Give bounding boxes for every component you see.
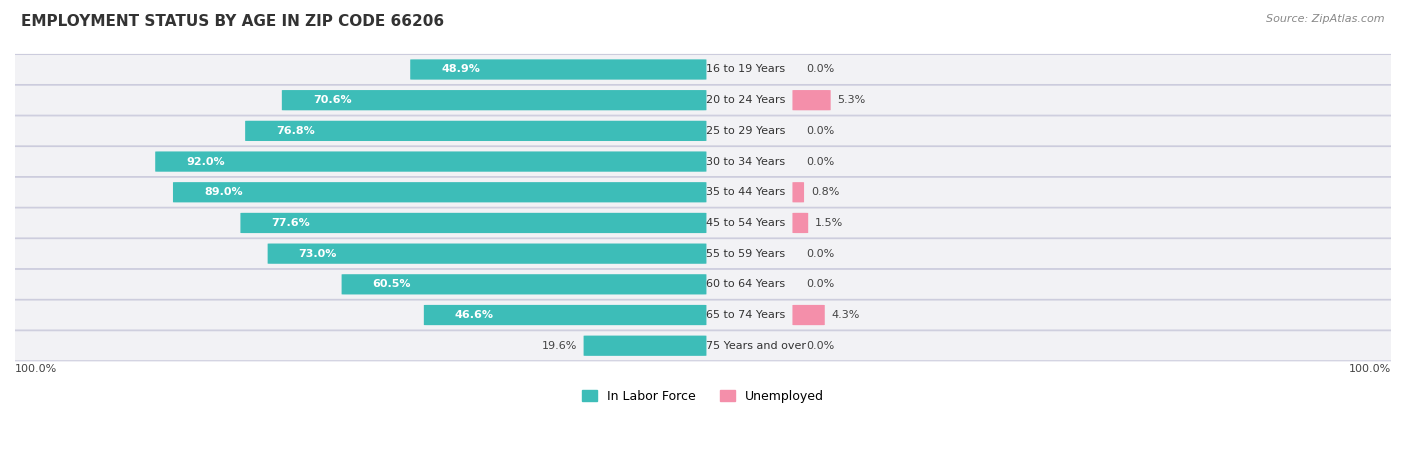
FancyBboxPatch shape bbox=[281, 90, 706, 110]
Text: 20 to 24 Years: 20 to 24 Years bbox=[706, 95, 786, 105]
Text: 30 to 34 Years: 30 to 34 Years bbox=[706, 156, 786, 166]
Text: 55 to 59 Years: 55 to 59 Years bbox=[706, 249, 786, 258]
FancyBboxPatch shape bbox=[1, 85, 1405, 115]
FancyBboxPatch shape bbox=[423, 305, 706, 325]
FancyBboxPatch shape bbox=[173, 182, 706, 202]
Text: 0.8%: 0.8% bbox=[811, 187, 839, 197]
Text: 4.3%: 4.3% bbox=[831, 310, 860, 320]
FancyBboxPatch shape bbox=[1, 147, 1405, 177]
Text: 76.8%: 76.8% bbox=[276, 126, 315, 136]
Text: 89.0%: 89.0% bbox=[204, 187, 243, 197]
FancyBboxPatch shape bbox=[411, 60, 706, 80]
Text: 16 to 19 Years: 16 to 19 Years bbox=[706, 64, 786, 74]
FancyBboxPatch shape bbox=[240, 213, 706, 233]
Text: Source: ZipAtlas.com: Source: ZipAtlas.com bbox=[1267, 14, 1385, 23]
Text: 5.3%: 5.3% bbox=[838, 95, 866, 105]
FancyBboxPatch shape bbox=[1, 300, 1405, 330]
FancyBboxPatch shape bbox=[342, 274, 706, 295]
FancyBboxPatch shape bbox=[583, 336, 706, 356]
Text: 100.0%: 100.0% bbox=[1348, 364, 1391, 373]
Text: 0.0%: 0.0% bbox=[806, 341, 834, 351]
Text: 70.6%: 70.6% bbox=[312, 95, 352, 105]
FancyBboxPatch shape bbox=[1, 208, 1405, 238]
FancyBboxPatch shape bbox=[1, 116, 1405, 146]
Text: 0.0%: 0.0% bbox=[806, 279, 834, 290]
Text: 1.5%: 1.5% bbox=[815, 218, 844, 228]
Text: 45 to 54 Years: 45 to 54 Years bbox=[706, 218, 786, 228]
Text: 65 to 74 Years: 65 to 74 Years bbox=[706, 310, 786, 320]
FancyBboxPatch shape bbox=[245, 121, 706, 141]
FancyBboxPatch shape bbox=[793, 213, 808, 233]
Text: 60 to 64 Years: 60 to 64 Years bbox=[706, 279, 786, 290]
Text: 0.0%: 0.0% bbox=[806, 64, 834, 74]
FancyBboxPatch shape bbox=[1, 331, 1405, 361]
Text: 75 Years and over: 75 Years and over bbox=[706, 341, 807, 351]
Text: 48.9%: 48.9% bbox=[441, 64, 479, 74]
FancyBboxPatch shape bbox=[267, 244, 706, 264]
FancyBboxPatch shape bbox=[1, 269, 1405, 299]
FancyBboxPatch shape bbox=[793, 305, 825, 325]
Text: 25 to 29 Years: 25 to 29 Years bbox=[706, 126, 786, 136]
Text: 60.5%: 60.5% bbox=[373, 279, 411, 290]
Text: 35 to 44 Years: 35 to 44 Years bbox=[706, 187, 786, 197]
Legend: In Labor Force, Unemployed: In Labor Force, Unemployed bbox=[576, 385, 830, 408]
Text: EMPLOYMENT STATUS BY AGE IN ZIP CODE 66206: EMPLOYMENT STATUS BY AGE IN ZIP CODE 662… bbox=[21, 14, 444, 28]
Text: 0.0%: 0.0% bbox=[806, 249, 834, 258]
Text: 73.0%: 73.0% bbox=[298, 249, 337, 258]
Text: 77.6%: 77.6% bbox=[271, 218, 311, 228]
FancyBboxPatch shape bbox=[1, 239, 1405, 269]
FancyBboxPatch shape bbox=[1, 177, 1405, 207]
FancyBboxPatch shape bbox=[793, 182, 804, 202]
FancyBboxPatch shape bbox=[793, 90, 831, 110]
Text: 19.6%: 19.6% bbox=[541, 341, 576, 351]
Text: 92.0%: 92.0% bbox=[186, 156, 225, 166]
FancyBboxPatch shape bbox=[1, 55, 1405, 84]
Text: 100.0%: 100.0% bbox=[15, 364, 58, 373]
FancyBboxPatch shape bbox=[155, 152, 706, 172]
Text: 0.0%: 0.0% bbox=[806, 126, 834, 136]
Text: 0.0%: 0.0% bbox=[806, 156, 834, 166]
Text: 46.6%: 46.6% bbox=[454, 310, 494, 320]
